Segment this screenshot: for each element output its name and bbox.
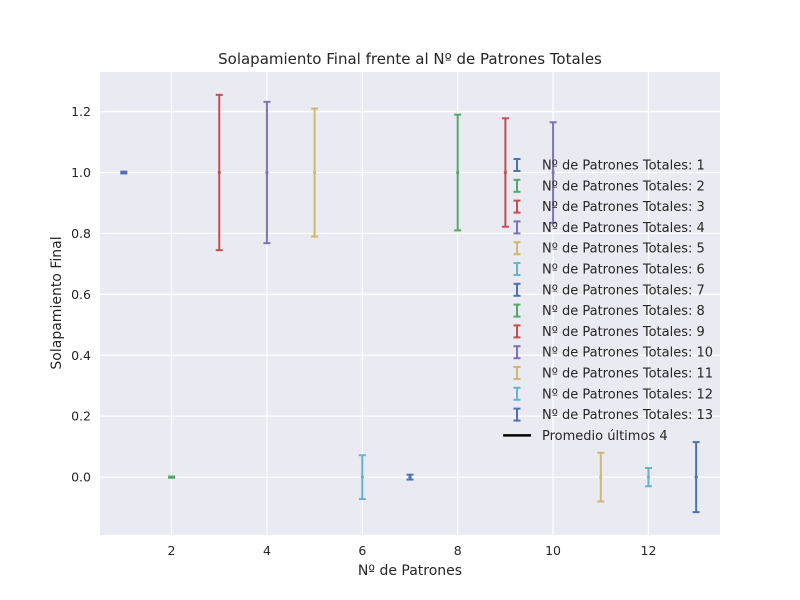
error-bar-series-13 — [692, 441, 700, 514]
x-tick-label: 2 — [168, 543, 176, 558]
legend-item-11: Nº de Patrones Totales: 11 — [513, 366, 713, 382]
error-bar-series-1 — [120, 170, 128, 175]
error-bar-series-12 — [644, 466, 652, 488]
error-bar-series-9 — [501, 117, 509, 228]
error-bar-series-5 — [311, 107, 319, 238]
x-axis-label: Nº de Patrones — [358, 563, 462, 579]
y-ticks: 0.0 0.2 0.4 0.6 0.8 1.0 1.2 — [71, 104, 91, 485]
x-tick-label: 8 — [454, 543, 462, 558]
legend-label: Nº de Patrones Totales: 6 — [542, 263, 705, 278]
error-bar-series-4 — [263, 100, 271, 245]
legend-item-13: Nº de Patrones Totales: 13 — [513, 407, 713, 423]
error-bars — [120, 93, 700, 514]
error-bar-series-10 — [549, 121, 557, 224]
error-bar-series-6 — [358, 454, 366, 501]
legend-label: Nº de Patrones Totales: 13 — [542, 408, 713, 423]
x-tick-label: 12 — [641, 543, 657, 558]
y-tick-label: 0.2 — [71, 409, 91, 424]
legend-item-3: Nº de Patrones Totales: 3 — [513, 199, 705, 215]
legend-label: Nº de Patrones Totales: 1 — [542, 159, 705, 174]
y-tick-label: 0.4 — [71, 348, 91, 363]
legend-item-1: Nº de Patrones Totales: 1 — [513, 158, 705, 174]
legend-label: Nº de Patrones Totales: 11 — [542, 367, 713, 382]
data-point — [265, 170, 269, 175]
chart-title: Solapamiento Final frente al Nº de Patro… — [218, 50, 602, 68]
legend-label: Nº de Patrones Totales: 5 — [542, 242, 705, 257]
legend-label: Nº de Patrones Totales: 12 — [542, 387, 713, 402]
legend-item-5: Nº de Patrones Totales: 5 — [513, 241, 705, 257]
legend-item-4: Nº de Patrones Totales: 4 — [513, 220, 705, 236]
data-point — [599, 475, 603, 479]
y-tick-label: 0.6 — [71, 287, 91, 302]
y-axis-label: Solapamiento Final — [49, 236, 65, 369]
plot-background — [100, 72, 720, 535]
x-ticks: 2 4 6 8 10 12 — [168, 543, 657, 558]
legend-label: Nº de Patrones Totales: 2 — [542, 179, 705, 194]
error-bar-series-8 — [454, 113, 462, 232]
x-tick-label: 4 — [263, 543, 271, 558]
legend-item-6: Nº de Patrones Totales: 6 — [513, 262, 705, 278]
y-tick-label: 0.0 — [71, 470, 91, 485]
legend-item-7: Nº de Patrones Totales: 7 — [513, 282, 705, 298]
legend-label: Nº de Patrones Totales: 9 — [542, 325, 705, 340]
legend-item-2: Nº de Patrones Totales: 2 — [513, 178, 705, 194]
legend-item-8: Nº de Patrones Totales: 8 — [513, 303, 705, 319]
x-tick-label: 6 — [358, 543, 366, 558]
legend-label: Nº de Patrones Totales: 4 — [542, 221, 705, 236]
data-point — [551, 170, 555, 175]
y-tick-label: 0.8 — [71, 226, 91, 241]
legend-label: Promedio últimos 4 — [542, 429, 668, 444]
error-bar-series-2 — [168, 475, 176, 479]
data-point — [456, 170, 460, 175]
x-tick-label: 10 — [545, 543, 561, 558]
data-point — [360, 475, 364, 479]
data-point — [122, 170, 126, 175]
legend-label: Nº de Patrones Totales: 8 — [542, 304, 705, 319]
data-point — [694, 475, 698, 479]
error-bar-series-11 — [597, 451, 605, 503]
data-point — [503, 170, 507, 175]
legend-item-12: Nº de Patrones Totales: 12 — [513, 386, 713, 402]
data-point — [646, 475, 651, 479]
error-bar-series-3 — [215, 93, 223, 252]
legend: Nº de Patrones Totales: 1 Nº de Patrones … — [503, 158, 713, 444]
data-point — [313, 170, 317, 175]
data-point — [408, 475, 412, 479]
y-tick-label: 1.0 — [71, 165, 91, 180]
legend-item-10: Nº de Patrones Totales: 10 — [513, 345, 713, 361]
legend-label: Nº de Patrones Totales: 10 — [542, 346, 713, 361]
legend-label: Nº de Patrones Totales: 3 — [542, 200, 705, 215]
error-bar-series-7 — [406, 473, 414, 481]
y-tick-label: 1.2 — [71, 104, 91, 119]
legend-label: Nº de Patrones Totales: 7 — [542, 283, 705, 298]
grid — [100, 72, 720, 535]
data-point — [217, 170, 221, 175]
legend-item-14: Promedio últimos 4 — [503, 429, 668, 444]
legend-item-9: Nº de Patrones Totales: 9 — [513, 324, 705, 340]
data-point — [169, 475, 174, 479]
